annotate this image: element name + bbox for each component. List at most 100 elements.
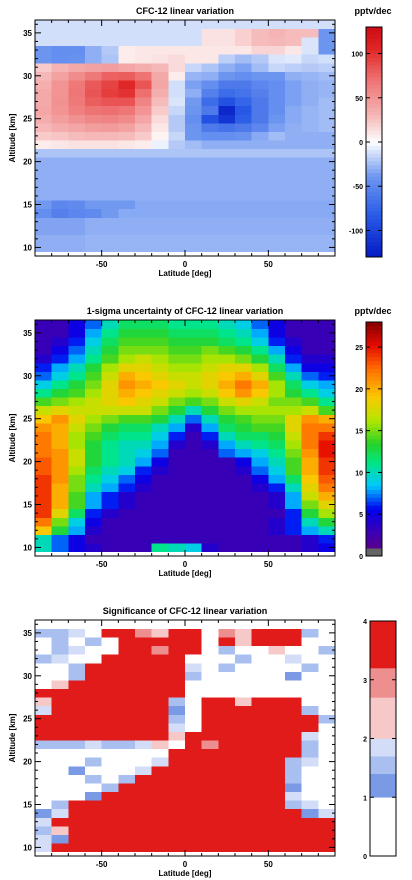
heatmap-cell [218,337,236,347]
heatmap-cell [251,491,269,501]
heatmap-cell [85,757,103,767]
heatmap-cell [201,791,219,801]
heatmap-cell [218,774,236,784]
heatmap-cell [101,620,119,629]
colorbar-swatch [366,76,382,81]
heatmap-cell [35,680,53,690]
heatmap-cell [185,97,203,107]
heatmap-cell [51,440,69,450]
heatmap-cell [35,508,53,518]
heatmap-cell [218,722,236,732]
heatmap-cell [68,114,86,124]
heatmap-cell [185,80,203,90]
heatmap-cell [68,620,86,629]
heatmap-cell [185,491,203,501]
heatmap-cell [68,183,86,193]
heatmap-cell [268,405,286,415]
heatmap-cell [185,320,203,329]
colorbar-swatch [370,621,396,669]
colorbar-title: pptv/dec [354,6,391,16]
heatmap-cell [318,534,336,544]
heatmap-cell [85,345,103,355]
heatmap-cell [35,834,53,844]
heatmap-cell [151,671,169,681]
heatmap-cell [268,645,286,655]
heatmap-cell [85,474,103,484]
heatmap-cell [168,388,186,398]
heatmap-cell [285,645,303,655]
heatmap-cell [51,71,69,81]
heatmap-cell [235,328,253,338]
heatmap-cell [285,517,303,527]
heatmap-cell [235,483,253,493]
heatmap-cell [101,534,119,544]
heatmap-cell [318,808,336,818]
heatmap-cell [235,157,253,167]
colorbar-swatch [370,797,396,857]
colorbar-swatch [366,99,382,104]
heatmap-cell [285,457,303,467]
heatmap-cell [68,217,86,227]
heatmap-cell [218,165,236,175]
heatmap-cell [35,200,53,210]
heatmap-cell [301,380,319,390]
heatmap-cell [68,191,86,201]
heatmap-cell [251,697,269,707]
heatmap-cell [301,191,319,201]
heatmap-cell [35,791,53,801]
heatmap-cell [101,671,119,681]
heatmap-cell [151,62,169,72]
heatmap-cell [135,465,153,475]
heatmap-cell [251,817,269,827]
heatmap-cell [251,517,269,527]
heatmap-cell [218,431,236,441]
heatmap-cell [301,731,319,741]
heatmap-cell [135,183,153,193]
heatmap-cell [168,131,186,141]
heatmap-cell [35,105,53,115]
heatmap-cell [168,500,186,510]
heatmap-cell [168,757,186,767]
heatmap-cell [185,714,203,724]
heatmap-cell [251,397,269,407]
heatmap-cell [251,422,269,432]
heatmap-cell [285,525,303,535]
heatmap-cell [268,457,286,467]
heatmap-cell [135,217,153,227]
x-tick-label: -50 [96,860,108,869]
heatmap-cell [318,722,336,732]
heatmap-cell [85,157,103,167]
heatmap-cell [35,697,53,707]
heatmap-cell [85,422,103,432]
heatmap-cell [301,62,319,72]
heatmap-cell [68,483,86,493]
heatmap-cell [268,122,286,132]
heatmap-cell [151,534,169,544]
heatmap-cell [251,354,269,364]
heatmap-cell [301,371,319,381]
heatmap-cell [35,722,53,732]
heatmap-cell [235,671,253,681]
heatmap-cell [51,774,69,784]
heatmap-cell [51,191,69,201]
heatmap-cell [68,534,86,544]
heatmap-cell [185,500,203,510]
heatmap-cell [185,131,203,141]
heatmap-cell [285,705,303,715]
colorbar-swatch [366,96,382,101]
heatmap-cell [118,200,136,210]
heatmap-cell [68,808,86,818]
colorbar-frame [365,321,383,557]
heatmap-cell [268,414,286,424]
heatmap-cell [235,183,253,193]
heatmap-cell [285,680,303,690]
heatmap-cell [68,714,86,724]
heatmap-cell [201,174,219,184]
heatmap-cell [101,448,119,458]
heatmap-cell [85,722,103,732]
heatmap-cell [85,748,103,758]
heatmap-cell [151,397,169,407]
heatmap-cell [218,345,236,355]
heatmap-cell [118,757,136,767]
heatmap-cell [251,345,269,355]
